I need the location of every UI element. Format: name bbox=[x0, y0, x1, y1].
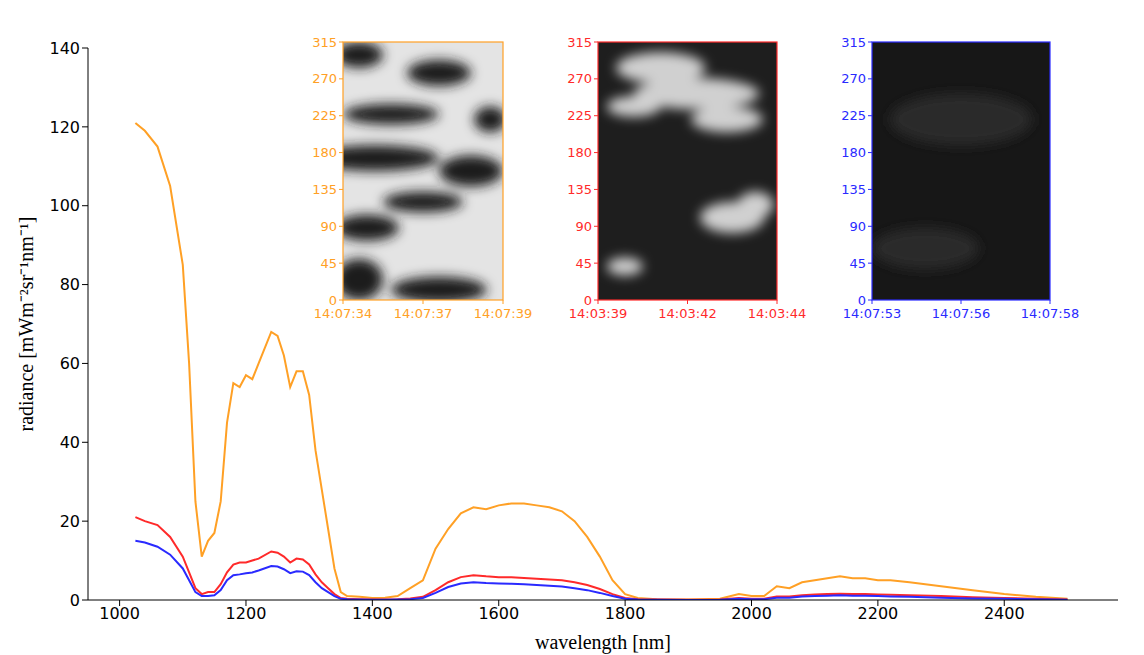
svg-text:225: 225 bbox=[841, 108, 866, 123]
svg-text:140: 140 bbox=[49, 39, 80, 58]
svg-text:14:07:53: 14:07:53 bbox=[843, 306, 901, 321]
svg-text:180: 180 bbox=[312, 145, 337, 160]
svg-text:2400: 2400 bbox=[984, 604, 1025, 623]
svg-text:1600: 1600 bbox=[478, 604, 519, 623]
svg-text:1000: 1000 bbox=[99, 604, 140, 623]
svg-text:14:03:42: 14:03:42 bbox=[658, 306, 716, 321]
svg-text:120: 120 bbox=[49, 118, 80, 137]
svg-text:1200: 1200 bbox=[226, 604, 267, 623]
svg-text:45: 45 bbox=[575, 256, 592, 271]
svg-text:180: 180 bbox=[841, 145, 866, 160]
svg-text:270: 270 bbox=[312, 71, 337, 86]
svg-text:0: 0 bbox=[858, 293, 866, 308]
svg-text:90: 90 bbox=[320, 219, 337, 234]
svg-text:14:03:39: 14:03:39 bbox=[569, 306, 627, 321]
svg-text:135: 135 bbox=[567, 182, 592, 197]
svg-text:wavelength [nm]: wavelength [nm] bbox=[535, 631, 671, 654]
svg-text:315: 315 bbox=[841, 35, 866, 50]
svg-text:14:07:39: 14:07:39 bbox=[474, 306, 532, 321]
svg-text:1800: 1800 bbox=[605, 604, 646, 623]
svg-text:90: 90 bbox=[575, 219, 592, 234]
svg-text:14:07:34: 14:07:34 bbox=[314, 306, 372, 321]
svg-text:135: 135 bbox=[312, 182, 337, 197]
svg-text:1400: 1400 bbox=[352, 604, 393, 623]
svg-text:0: 0 bbox=[70, 591, 80, 610]
svg-text:90: 90 bbox=[849, 219, 866, 234]
svg-text:100: 100 bbox=[49, 196, 80, 215]
svg-text:40: 40 bbox=[60, 433, 80, 452]
svg-text:20: 20 bbox=[60, 512, 80, 531]
svg-text:270: 270 bbox=[567, 71, 592, 86]
svg-text:14:03:44: 14:03:44 bbox=[748, 306, 806, 321]
svg-text:2000: 2000 bbox=[731, 604, 772, 623]
svg-text:60: 60 bbox=[60, 354, 80, 373]
svg-text:45: 45 bbox=[849, 256, 866, 271]
svg-text:315: 315 bbox=[312, 35, 337, 50]
svg-text:0: 0 bbox=[584, 293, 592, 308]
svg-text:2200: 2200 bbox=[858, 604, 899, 623]
svg-text:14:07:56: 14:07:56 bbox=[932, 306, 990, 321]
svg-text:radiance [mWm⁻²sr⁻¹nm⁻¹]: radiance [mWm⁻²sr⁻¹nm⁻¹] bbox=[15, 216, 37, 431]
svg-text:135: 135 bbox=[841, 182, 866, 197]
svg-text:270: 270 bbox=[841, 71, 866, 86]
svg-text:14:07:58: 14:07:58 bbox=[1021, 306, 1079, 321]
svg-text:225: 225 bbox=[312, 108, 337, 123]
svg-text:180: 180 bbox=[567, 145, 592, 160]
svg-text:315: 315 bbox=[567, 35, 592, 50]
svg-text:80: 80 bbox=[60, 275, 80, 294]
svg-text:225: 225 bbox=[567, 108, 592, 123]
svg-text:0: 0 bbox=[329, 293, 337, 308]
svg-text:45: 45 bbox=[320, 256, 337, 271]
svg-text:14:07:37: 14:07:37 bbox=[394, 306, 452, 321]
